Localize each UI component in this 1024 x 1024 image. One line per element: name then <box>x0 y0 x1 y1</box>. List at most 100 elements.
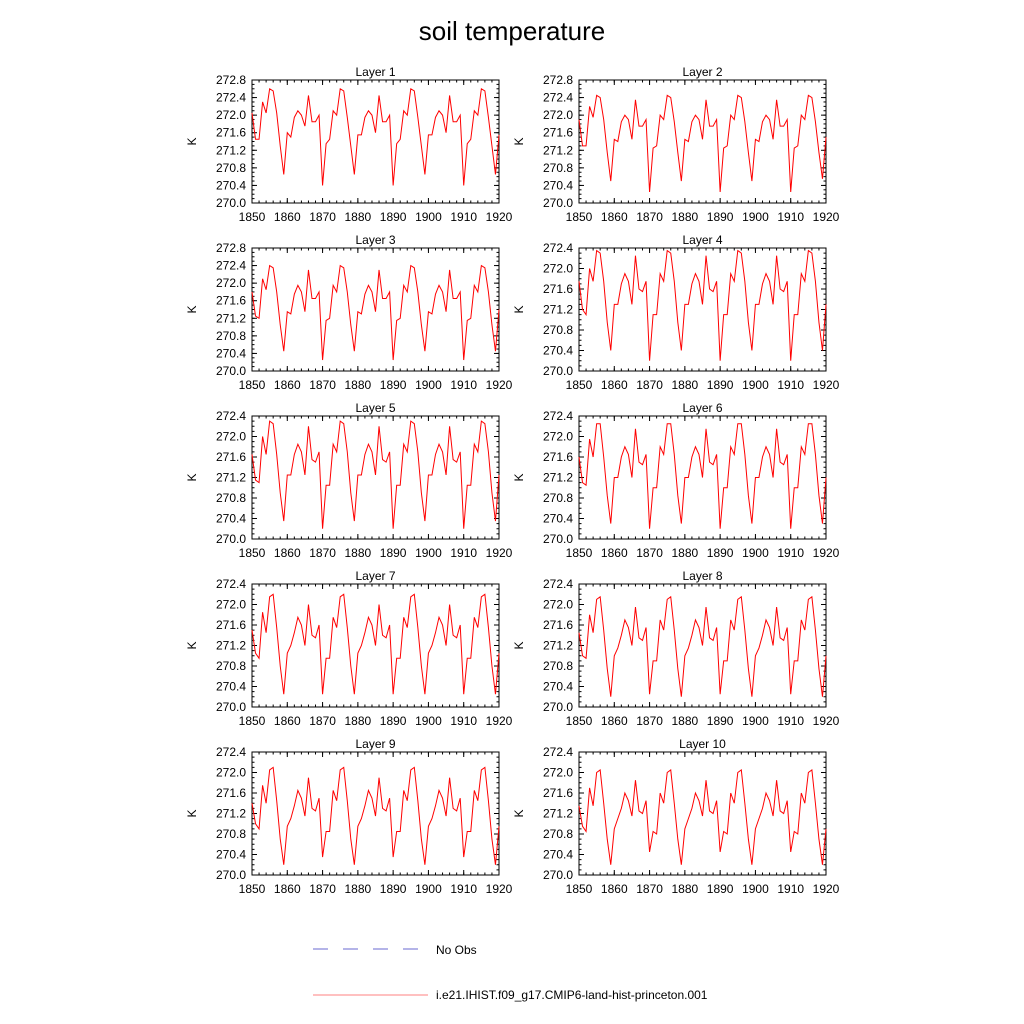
x-tick-label: 1860 <box>601 882 628 896</box>
y-tick-label: 271.2 <box>543 143 573 157</box>
panel-4: Layer 4 K 270.0 270.4 270.8 271.2 271.6 272.0 27… <box>512 233 840 392</box>
y-tick-label: 270.0 <box>543 196 573 210</box>
x-tick-label: 1900 <box>415 378 442 392</box>
y-tick-label: 270.4 <box>216 346 246 360</box>
x-tick-label: 1860 <box>601 210 628 224</box>
y-tick-label: 270.8 <box>543 491 573 505</box>
x-tick-label: 1860 <box>274 882 301 896</box>
x-tick-label: 1910 <box>777 714 804 728</box>
panel-2: Layer 2 K 270.0 270.4 270.8 271.2 271.6 272.0 27… <box>512 65 840 224</box>
y-tick-label: 272.4 <box>543 91 573 105</box>
y-tick-label: 272.4 <box>216 91 246 105</box>
y-tick-label: 270.0 <box>543 532 573 546</box>
x-tick-label: 1880 <box>345 210 372 224</box>
y-tick-label: 272.4 <box>216 409 246 423</box>
y-tick-label: 272.4 <box>216 259 246 273</box>
x-tick-label: 1890 <box>380 378 407 392</box>
x-tick-label: 1880 <box>345 882 372 896</box>
y-axis-label: K <box>512 305 526 313</box>
x-tick-label: 1910 <box>450 210 477 224</box>
series-line <box>578 595 827 697</box>
y-tick-label: 272.0 <box>543 598 573 612</box>
y-tick-label: 270.8 <box>543 161 573 175</box>
y-tick-label: 272.0 <box>216 108 246 122</box>
y-tick-label: 270.8 <box>216 161 246 175</box>
y-tick-label: 271.2 <box>216 639 246 653</box>
y-axis-label: K <box>185 809 199 817</box>
x-tick-label: 1890 <box>380 714 407 728</box>
panel-title: Layer 9 <box>355 737 395 751</box>
y-tick-label: 270.4 <box>216 848 246 862</box>
x-tick-label: 1880 <box>345 378 372 392</box>
x-tick-label: 1890 <box>707 714 734 728</box>
panel-9: Layer 9 K 270.0 270.4 270.8 271.2 271.6 272.0 27… <box>185 737 513 896</box>
y-tick-label: 271.6 <box>216 786 246 800</box>
panel-title: Layer 6 <box>682 401 722 415</box>
y-tick-label: 270.4 <box>543 512 573 526</box>
y-axis-label: K <box>185 137 199 145</box>
x-tick-label: 1850 <box>566 378 593 392</box>
x-tick-label: 1900 <box>742 378 769 392</box>
y-tick-label: 272.4 <box>543 745 573 759</box>
x-tick-label: 1900 <box>742 714 769 728</box>
y-tick-label: 272.0 <box>543 108 573 122</box>
x-tick-label: 1860 <box>601 714 628 728</box>
panel-title: Layer 2 <box>682 65 722 79</box>
y-tick-label: 272.4 <box>543 241 573 255</box>
y-tick-label: 270.4 <box>216 680 246 694</box>
panel-title: Layer 3 <box>355 233 395 247</box>
x-tick-label: 1920 <box>813 378 840 392</box>
y-tick-label: 272.4 <box>216 745 246 759</box>
x-tick-label: 1880 <box>345 714 372 728</box>
y-tick-label: 270.4 <box>216 512 246 526</box>
x-tick-label: 1900 <box>742 882 769 896</box>
x-tick-label: 1900 <box>415 546 442 560</box>
y-tick-label: 271.6 <box>543 786 573 800</box>
series-line <box>251 87 500 186</box>
x-tick-label: 1890 <box>707 882 734 896</box>
x-tick-label: 1870 <box>636 546 663 560</box>
x-tick-label: 1850 <box>239 378 266 392</box>
x-tick-label: 1870 <box>309 546 336 560</box>
series-line <box>578 249 827 361</box>
x-tick-label: 1910 <box>777 546 804 560</box>
x-tick-label: 1860 <box>601 546 628 560</box>
y-tick-label: 270.4 <box>543 848 573 862</box>
y-tick-label: 271.2 <box>216 143 246 157</box>
y-tick-label: 270.8 <box>216 329 246 343</box>
x-tick-label: 1870 <box>309 210 336 224</box>
y-tick-label: 271.2 <box>543 471 573 485</box>
panel-title: Layer 8 <box>682 569 722 583</box>
x-tick-label: 1860 <box>274 210 301 224</box>
x-tick-label: 1920 <box>813 882 840 896</box>
y-tick-label: 270.4 <box>543 344 573 358</box>
x-tick-label: 1870 <box>309 882 336 896</box>
y-tick-label: 271.2 <box>543 303 573 317</box>
x-tick-label: 1900 <box>742 546 769 560</box>
plot-frame <box>578 247 827 372</box>
x-tick-label: 1870 <box>309 378 336 392</box>
x-tick-label: 1890 <box>707 546 734 560</box>
x-tick-label: 1860 <box>274 546 301 560</box>
x-tick-label: 1870 <box>636 210 663 224</box>
legend-label-model: i.e21.IHIST.f09_g17.CMIP6-land-hist-prin… <box>436 988 708 1002</box>
y-tick-label: 270.4 <box>216 178 246 192</box>
y-tick-label: 271.2 <box>216 471 246 485</box>
y-tick-label: 272.8 <box>216 73 246 87</box>
x-tick-label: 1910 <box>450 546 477 560</box>
x-tick-label: 1890 <box>707 378 734 392</box>
y-tick-label: 270.0 <box>543 364 573 378</box>
panel-5: Layer 5 K 270.0 270.4 270.8 271.2 271.6 272.0 27… <box>185 401 513 560</box>
plot-frame <box>578 79 827 204</box>
y-axis-label: K <box>512 809 526 817</box>
panel-title: Layer 5 <box>355 401 395 415</box>
x-tick-label: 1900 <box>415 882 442 896</box>
x-tick-label: 1880 <box>672 546 699 560</box>
y-tick-label: 270.8 <box>216 659 246 673</box>
y-tick-label: 272.8 <box>216 241 246 255</box>
x-tick-label: 1900 <box>415 714 442 728</box>
x-tick-label: 1890 <box>707 210 734 224</box>
x-tick-label: 1860 <box>274 714 301 728</box>
y-tick-label: 270.0 <box>216 532 246 546</box>
x-tick-label: 1890 <box>380 882 407 896</box>
